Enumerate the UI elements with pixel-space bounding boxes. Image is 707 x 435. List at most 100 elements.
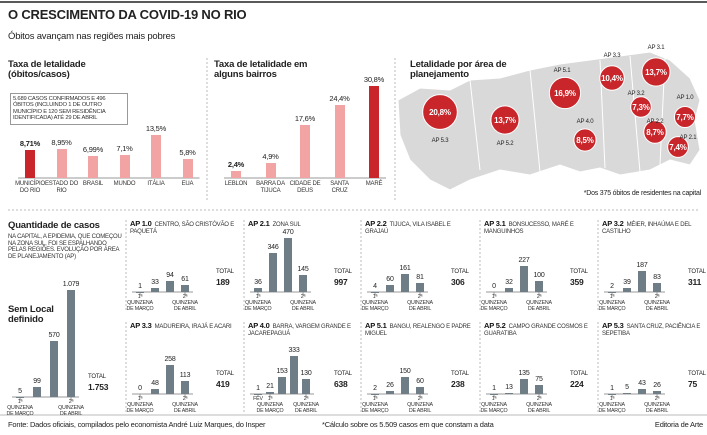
value-label: 145 [297, 266, 309, 274]
total-caption: TOTAL [216, 371, 234, 377]
value-label: 43 [638, 380, 646, 388]
value-label: 113 [179, 372, 191, 380]
bar [181, 285, 189, 292]
bar [623, 393, 631, 394]
bar [520, 266, 528, 292]
area-label: AP 2.1 [680, 135, 698, 141]
total-value: 997 [334, 277, 348, 287]
bar [119, 155, 130, 178]
category-label: 2ª QUINZENA DE ABRIL [58, 399, 84, 417]
value-label: 346 [267, 243, 279, 251]
bubble-label: 7,3% [632, 103, 650, 112]
area-label: AP 2.2 [647, 119, 665, 125]
panel-code: AP 5.1 [365, 321, 387, 330]
bar [653, 391, 661, 394]
value-label: 7,1% [116, 144, 133, 154]
value-label: 81 [416, 273, 424, 281]
bubble-label: 8,5% [576, 136, 594, 145]
panel-heading: AP 3.2 MÉIER, INHAÚMA E DEL CASTILHO [602, 219, 707, 235]
category-label: 1ª QUINZENA DE MARÇO [244, 294, 272, 312]
category-label: FEV [253, 396, 263, 402]
value-label: 0 [138, 385, 142, 392]
bar [56, 149, 67, 178]
total-caption: TOTAL [216, 269, 234, 275]
bar [25, 150, 35, 178]
bubble [641, 57, 671, 87]
panel-name: MÉIER, INHAÚMA E DEL CASTILHO [602, 222, 692, 235]
map-footnote: *Dos 375 óbitos de residentes na capital [583, 190, 702, 197]
bar [166, 364, 174, 394]
bar [416, 387, 424, 394]
panel-name: ZONA SUL [272, 222, 301, 228]
value-label: 60 [416, 378, 424, 386]
bar [386, 285, 394, 292]
title: O CRESCIMENTO DA COVID-19 NO RIO [8, 7, 247, 22]
panel-name: CAMPO GRANDE COSMOS E GUARATIBA [484, 324, 588, 337]
source: Fonte: Dados oficiais, compilados pelo e… [8, 420, 266, 429]
subtitle: Óbitos avançam nas regiões mais pobres [8, 31, 176, 42]
total-caption: TOTAL [570, 269, 588, 275]
category-label: 2ª QUINZENA DE ABRIL [290, 294, 316, 312]
value-label: 17,6% [294, 114, 316, 124]
category-label: 1ª QUINZENA DE MARÇO [256, 396, 284, 414]
total-caption: TOTAL [451, 269, 469, 275]
bar [505, 392, 513, 394]
category-label: 2ª QUINZENA DE ABRIL [293, 396, 319, 414]
value-label: 470 [282, 229, 294, 237]
value-label: 100 [533, 271, 545, 279]
panel-heading: AP 2.2 TIJUCA, VILA ISABEL E GRAJAÚ [365, 219, 473, 235]
bar [638, 270, 646, 292]
panel-heading: AP 4.0 BARRA, VARGEM GRANDE E JACAREPAGUÁ [248, 321, 356, 337]
category-label: 2ª QUINZENA DE ABRIL [172, 396, 198, 414]
panel-heading: AP 3.3 MADUREIRA, IRAJÁ E ACARI [130, 321, 238, 331]
value-label: 13,5% [145, 123, 167, 133]
area-label: AP 5.3 [432, 138, 450, 144]
bubble-label: 7,4% [669, 143, 687, 152]
value-label: 99 [33, 378, 41, 386]
value-label: 94 [166, 272, 174, 280]
area-label: AP 5.1 [554, 68, 572, 74]
total-value: 238 [451, 379, 465, 389]
value-label: 36 [254, 278, 262, 286]
panel-heading: AP 1.0 CENTRO, SÃO CRISTÓVÃO E PAQUETÁ [130, 219, 238, 235]
value-label: 60 [386, 276, 394, 284]
category-label: 1ª QUINZENA DE MARÇO [126, 396, 154, 414]
panel-heading: AP 3.1 BONSUCESSO, MARÉ E MANGUINHOS [484, 219, 592, 235]
value-label: 32 [505, 279, 513, 287]
bar [401, 273, 409, 292]
category-label: 2ª QUINZENA DE ABRIL [407, 294, 433, 312]
value-label: 161 [399, 264, 411, 272]
note-box: 5.689 CASOS CONFIRMADOS E 496 ÓBITOS (IN… [10, 93, 128, 125]
bar [369, 85, 379, 178]
category-label: EUA [181, 181, 194, 187]
total-value: 311 [688, 277, 702, 287]
bubble-label: 13,7% [645, 68, 667, 77]
panel-name: TIJUCA, VILA ISABEL E GRAJAÚ [365, 222, 451, 235]
bubble [548, 76, 582, 110]
value-label: 13 [505, 383, 513, 391]
category-label: 2ª QUINZENA DE ABRIL [407, 396, 433, 414]
value-label: 333 [288, 347, 300, 355]
value-label: 2 [610, 282, 614, 290]
bar [181, 381, 189, 394]
bar [166, 281, 174, 292]
value-label: 8,71% [19, 139, 41, 149]
value-label: 187 [636, 261, 648, 269]
bubble [630, 96, 652, 118]
category-label: LEBLON [224, 181, 248, 187]
category-label: 2ª QUINZENA DE ABRIL [172, 294, 198, 312]
panel-name: BARRA, VARGEM GRANDE E JACAREPAGUÁ [248, 324, 351, 337]
category-label: MUNDO [113, 181, 136, 187]
bar [33, 387, 41, 397]
panel-code: AP 4.0 [248, 321, 270, 330]
total-caption: TOTAL [570, 371, 588, 377]
bubble [673, 105, 697, 129]
value-label: 26 [653, 382, 661, 390]
panel-code: AP 3.2 [602, 219, 624, 228]
value-label: 1 [138, 282, 142, 290]
area-label: AP 3.1 [648, 45, 666, 51]
panel-title: Sem Local definido [8, 304, 54, 326]
bar [401, 376, 409, 394]
bar [520, 378, 528, 394]
